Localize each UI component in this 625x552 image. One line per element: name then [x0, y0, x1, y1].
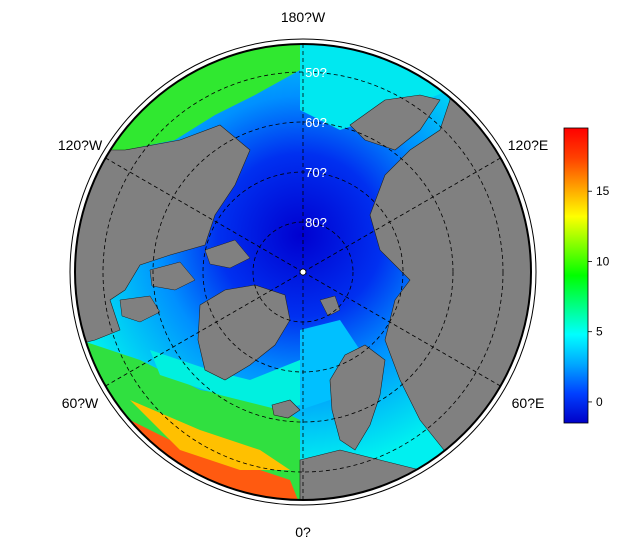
colorbar-label-5: 5	[596, 325, 603, 339]
lon-label-180w: 180?W	[281, 9, 326, 25]
colorbar-gradient	[563, 127, 589, 424]
lat-label-80: 80?	[305, 215, 327, 230]
map-frame-inner	[74, 43, 532, 501]
colorbar-label-10: 10	[596, 254, 610, 268]
north-america-land	[75, 124, 251, 346]
colorbar-label-15: 15	[596, 184, 610, 198]
lon-label-120e: 120?E	[508, 137, 548, 153]
lat-label-70: 70?	[305, 165, 327, 180]
norwegian-sea-water	[300, 320, 360, 410]
map-frame-outer	[69, 38, 537, 506]
latitude-circle	[152, 121, 454, 423]
latitude-circle	[102, 71, 504, 473]
colorbar-ticks: 0 5 10 15	[588, 184, 610, 409]
warm-transition-water	[130, 400, 290, 470]
labrador-sea-water	[150, 330, 330, 410]
lon-label-120w: 120?W	[58, 137, 103, 153]
greenland-land	[197, 284, 291, 381]
colorbar: 0 5 10 15	[563, 127, 610, 424]
meridian-line	[105, 157, 304, 273]
svalbard-land	[319, 295, 341, 317]
lat-label-50: 50?	[305, 65, 327, 80]
lat-label-60: 60?	[305, 115, 327, 130]
arctic-island-land	[119, 295, 161, 323]
ellesmere-island-land	[204, 239, 251, 269]
land-layer	[75, 44, 531, 500]
meridian-line	[105, 271, 304, 387]
meridian-line	[302, 271, 501, 387]
iceland-land	[271, 399, 301, 419]
lon-label-0: 0?	[295, 524, 311, 540]
colorbar-label-0: 0	[596, 395, 603, 409]
chukotka-land	[349, 94, 441, 151]
north-pole-marker	[299, 268, 307, 276]
graticule	[102, 44, 504, 500]
meridian-line	[302, 157, 501, 273]
lon-label-60e: 60?E	[512, 395, 545, 411]
baffin-island-land	[149, 261, 196, 291]
scandinavia-land	[329, 344, 386, 451]
lon-label-60w: 60?W	[62, 395, 99, 411]
